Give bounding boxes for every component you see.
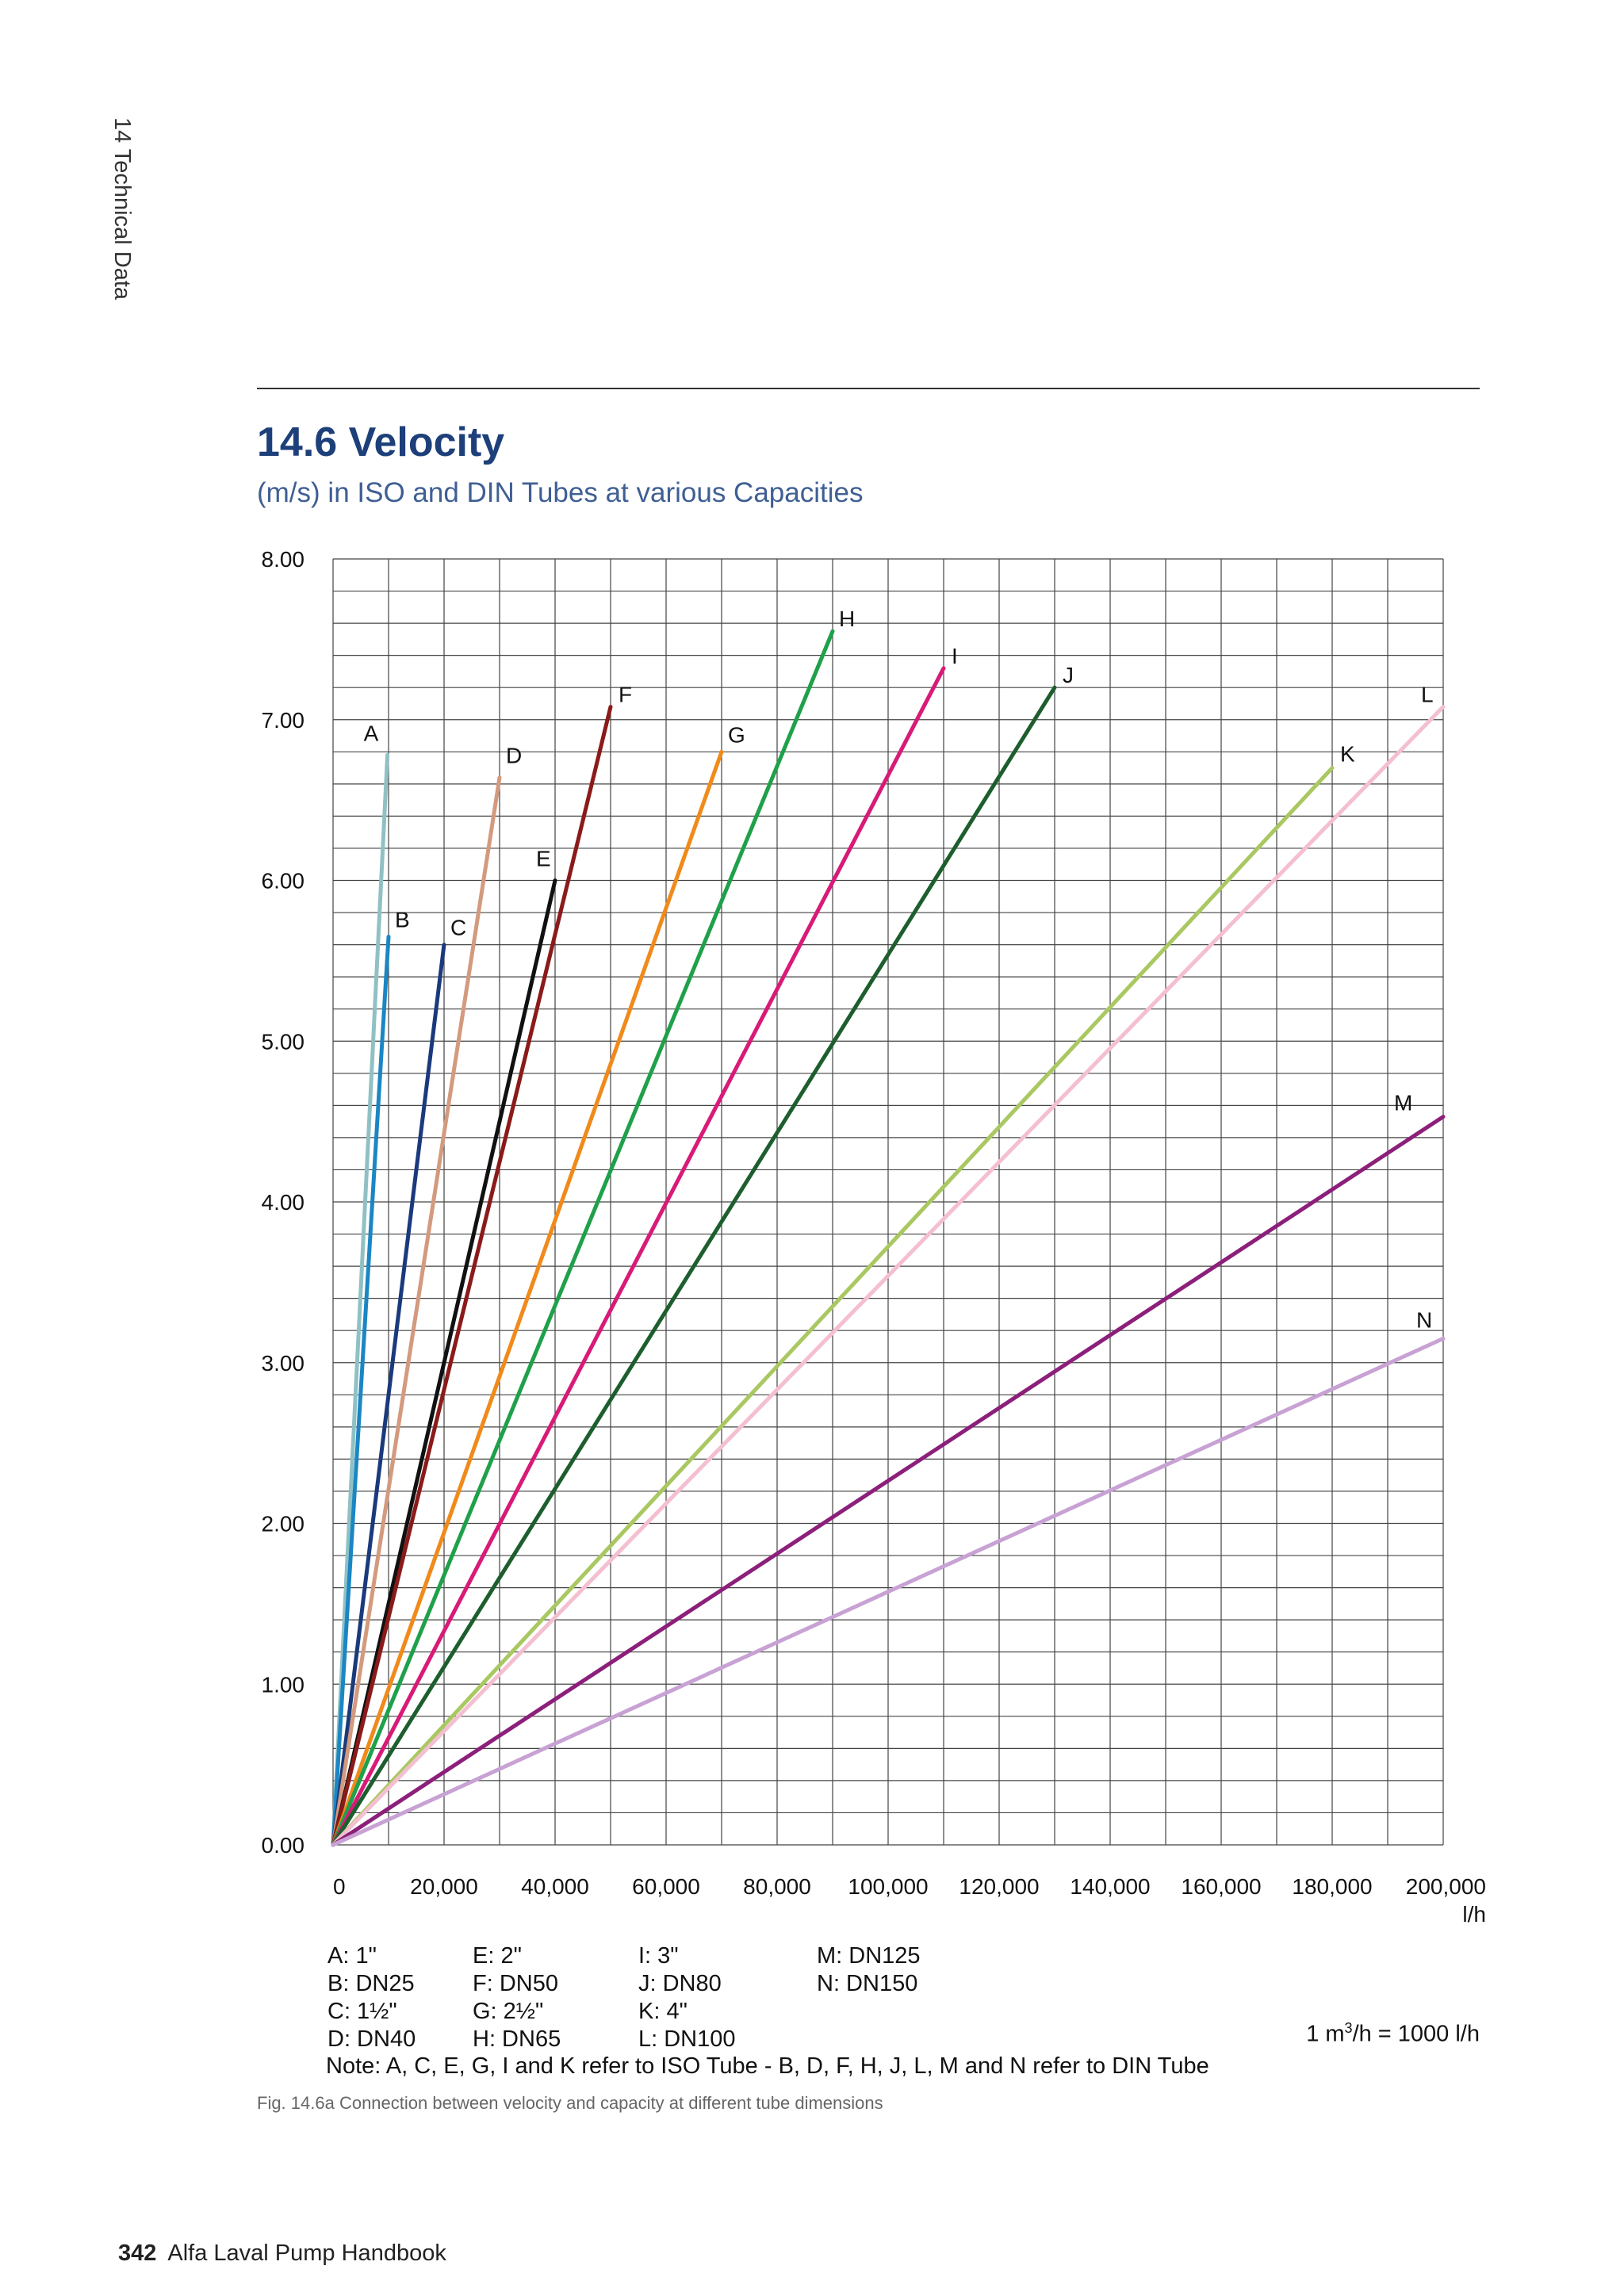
book-title: Alfa Laval Pump Handbook (167, 2241, 446, 2266)
legend-entry-c: C: 1½" (327, 1999, 397, 2024)
header-rule (257, 388, 1480, 389)
x-tick-label: 80,000 (743, 1874, 811, 1899)
series-label-h: H (839, 607, 855, 631)
page-number: 342 (118, 2241, 157, 2266)
figure-caption: Fig. 14.6a Connection between velocity a… (257, 2093, 883, 2113)
y-tick-label: 0.00 (262, 1833, 305, 1858)
legend-column-4: M: DN125 N: DN150 (817, 1942, 921, 1998)
legend-entry-f: F: DN50 (473, 1971, 558, 1996)
page-title: 14.6 Velocity (257, 419, 505, 465)
series-line-m (331, 1115, 1446, 1847)
y-tick-label: 4.00 (262, 1190, 305, 1215)
y-tick-label: 5.00 (262, 1029, 305, 1054)
unit-conversion-suffix: /h = 1000 l/h (1352, 2021, 1480, 2047)
series-line-k (331, 766, 1335, 1847)
series-line-c (331, 943, 446, 1847)
legend-column-2: E: 2" F: DN50 G: 2½" H: DN65 (473, 1942, 561, 2053)
y-tick-label: 3.00 (262, 1351, 305, 1376)
y-tick-label: 7.00 (262, 708, 305, 733)
legend-entry-i: I: 3" (638, 1943, 679, 1969)
legend-entry-g: G: 2½" (473, 1999, 544, 2024)
legend-entry-a: A: 1" (327, 1943, 377, 1969)
series-line-i (331, 666, 946, 1847)
series-label-a: A (364, 721, 379, 745)
page-subtitle: (m/s) in ISO and DIN Tubes at various Ca… (257, 477, 864, 508)
x-tick-label: 40,000 (521, 1874, 589, 1899)
y-tick-label: 8.00 (262, 547, 305, 572)
x-axis-label: l/h (1462, 1902, 1486, 1927)
x-tick-label: 60,000 (632, 1874, 700, 1899)
legend-entry-k: K: 4" (638, 1999, 688, 2024)
series-line-d (331, 775, 502, 1847)
y-tick-label: 6.00 (262, 869, 305, 894)
legend-column-1: A: 1" B: DN25 C: 1½" D: DN40 (327, 1942, 416, 2053)
chart-note: Note: A, C, E, G, I and K refer to ISO T… (326, 2053, 1209, 2079)
series-label-f: F (619, 683, 632, 707)
series-label-k: K (1340, 742, 1355, 767)
unit-conversion-sup: 3 (1344, 2020, 1353, 2036)
y-tick-label: 2.00 (262, 1512, 305, 1536)
series-label-l: L (1421, 683, 1434, 707)
legend-entry-d: D: DN40 (327, 2026, 416, 2052)
series-label-m: M (1394, 1091, 1412, 1115)
series-label-d: D (506, 744, 522, 768)
series-line-n (331, 1336, 1446, 1847)
legend-entry-m: M: DN125 (817, 1943, 921, 1969)
page-footer: 342 Alfa Laval Pump Handbook (118, 2241, 446, 2267)
series-label-j: J (1063, 663, 1074, 687)
series-line-f (331, 705, 613, 1847)
x-tick-label: 140,000 (1070, 1874, 1150, 1899)
series-line-e (331, 878, 557, 1847)
x-tick-label: 100,000 (848, 1874, 928, 1899)
legend-entry-b: B: DN25 (327, 1971, 415, 1996)
x-tick-label: 160,000 (1181, 1874, 1261, 1899)
x-tick-label: 120,000 (959, 1874, 1039, 1899)
unit-conversion-prefix: 1 m (1306, 2021, 1345, 2047)
y-tick-label: 1.00 (262, 1672, 305, 1697)
series-label-i: I (952, 644, 958, 668)
legend-entry-h: H: DN65 (473, 2026, 561, 2052)
x-tick-label: 0 (333, 1874, 346, 1899)
series-line-a (331, 752, 390, 1847)
x-tick-label: 20,000 (410, 1874, 478, 1899)
series-line-b (331, 934, 391, 1847)
legend-entry-l: L: DN100 (638, 2026, 736, 2052)
series-line-g (331, 749, 724, 1847)
legend-entry-j: J: DN80 (638, 1971, 722, 1996)
series-line-j (331, 685, 1057, 1847)
legend-column-3: I: 3" J: DN80 K: 4" L: DN100 (638, 1942, 736, 2053)
series-label-c: C (450, 916, 466, 940)
series-label-n: N (1416, 1307, 1432, 1332)
series-label-e: E (536, 847, 551, 871)
legend-entry-e: E: 2" (473, 1943, 522, 1969)
series-line-h (331, 629, 835, 1847)
x-tick-label: 180,000 (1292, 1874, 1372, 1899)
series-label-g: G (728, 722, 745, 747)
legend-entry-n: N: DN150 (817, 1971, 918, 1996)
series-label-b: B (395, 907, 410, 932)
unit-conversion: 1 m3/h = 1000 l/h (1306, 2020, 1480, 2048)
x-tick-label: 200,000 (1406, 1874, 1486, 1899)
series-line-l (331, 705, 1446, 1847)
